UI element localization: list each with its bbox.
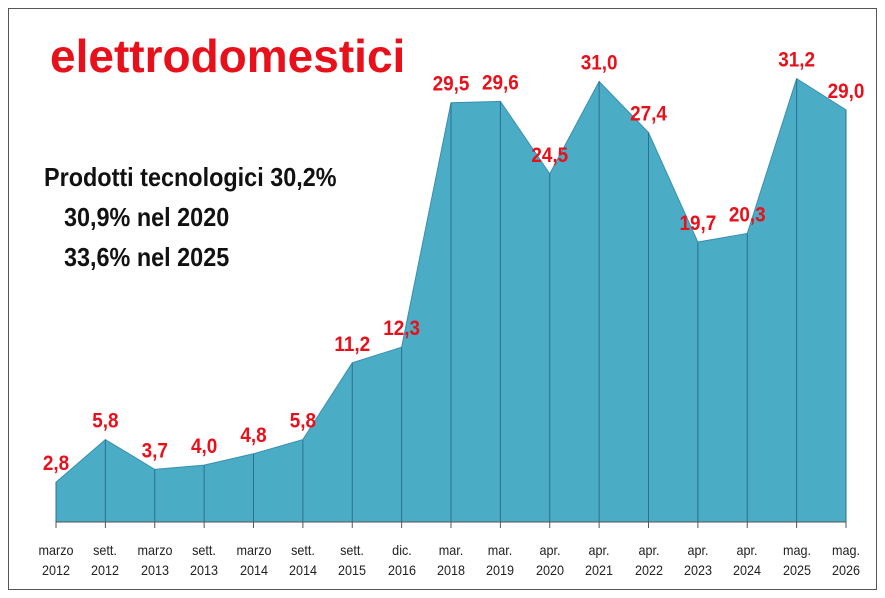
data-label: 3,7: [142, 440, 168, 463]
frame: [8, 8, 877, 590]
x-tick-label: mar. 2018: [436, 542, 466, 578]
x-tick-label: sett. 2014: [288, 542, 317, 578]
data-label: 4,8: [240, 424, 266, 447]
data-label: 24,5: [531, 144, 568, 167]
x-tick-label: mag. 2025: [782, 542, 811, 578]
x-tick-label: marzo 2014: [235, 542, 272, 578]
x-tick-label: dic. 2016: [387, 542, 416, 578]
data-label: 31,0: [581, 52, 618, 75]
x-tick-label: mag. 2026: [831, 542, 861, 578]
data-label: 20,3: [729, 204, 766, 227]
x-tick-label: sett. 2013: [190, 542, 219, 578]
x-tick-label: sett. 2012: [91, 542, 120, 578]
x-tick-label: apr. 2021: [585, 542, 614, 578]
data-label: 5,8: [92, 410, 118, 433]
x-tick-label: apr. 2020: [535, 542, 564, 578]
x-tick-label: apr. 2022: [634, 542, 663, 578]
annotation: Prodotti tecnologici 30,2%: [44, 162, 337, 192]
chart-title: elettrodomestici: [50, 30, 405, 82]
x-tick-label: mar. 2019: [486, 542, 515, 578]
data-label: 11,2: [334, 333, 370, 356]
annotation: 30,9% nel 2020: [64, 202, 230, 232]
x-tick-label: sett. 2015: [338, 542, 367, 578]
data-label: 29,0: [828, 80, 865, 103]
x-tick-label: apr. 2024: [733, 542, 762, 578]
annotation: 33,6% nel 2025: [64, 242, 230, 272]
data-label: 29,5: [433, 73, 470, 96]
data-label: 29,6: [482, 71, 519, 94]
data-label: 27,4: [630, 103, 667, 126]
x-tick-label: marzo 2013: [137, 542, 173, 578]
data-label: 31,2: [778, 49, 815, 72]
x-tick-label: marzo 2012: [38, 542, 74, 578]
data-label: 12,3: [383, 317, 420, 340]
data-label: 4,0: [191, 435, 217, 458]
x-tick-label: apr. 2023: [683, 542, 712, 578]
data-label: 19,7: [679, 212, 716, 235]
data-label: 2,8: [43, 452, 69, 475]
data-label: 5,8: [290, 410, 316, 433]
